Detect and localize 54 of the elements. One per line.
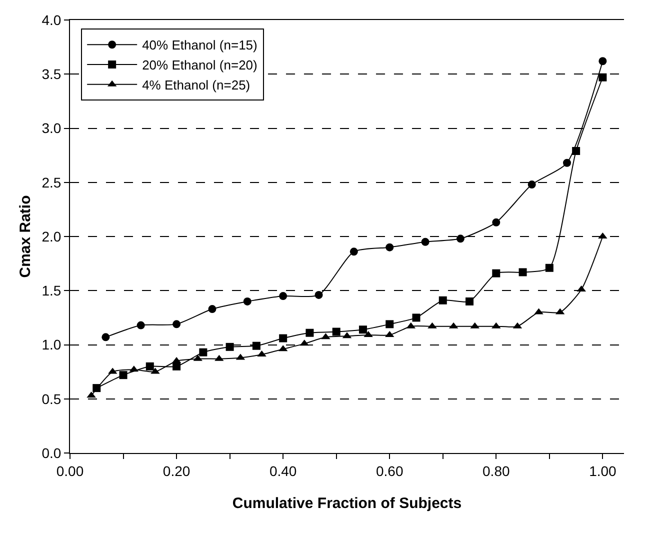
point — [412, 314, 420, 322]
x-tick-label: 1.00 — [589, 462, 617, 479]
point — [146, 362, 154, 370]
legend-label: 4% Ethanol (n=25) — [142, 77, 250, 92]
point — [466, 297, 474, 306]
point — [572, 146, 580, 155]
y-tick-label: 0.5 — [42, 390, 62, 407]
point — [386, 243, 394, 252]
point — [528, 180, 536, 189]
y-tick-label: 1.5 — [42, 282, 62, 299]
point — [208, 305, 216, 314]
point — [456, 234, 464, 243]
x-tick-label: 0.80 — [482, 462, 510, 479]
point — [386, 320, 394, 328]
y-tick-label: 2.0 — [42, 228, 62, 244]
y-tick-label: 2.5 — [42, 174, 62, 190]
point — [102, 333, 110, 342]
point — [172, 362, 181, 370]
y-axis-title: Cmax Ratio — [17, 195, 34, 278]
point — [598, 57, 607, 66]
legend-label: 20% Ethanol (n=20) — [142, 58, 258, 73]
point — [172, 320, 181, 328]
point — [279, 334, 288, 342]
point — [350, 248, 358, 256]
point — [119, 371, 128, 380]
x-axis-title: Cumulative Fraction of Subjects — [232, 495, 462, 512]
y-tick-label: 3.0 — [42, 120, 62, 136]
point — [314, 290, 323, 299]
point — [545, 264, 554, 272]
point — [492, 269, 500, 278]
y-tick-label: 4.0 — [42, 12, 62, 28]
x-tick-label: 0.60 — [376, 462, 404, 479]
point — [492, 218, 500, 226]
x-tick-label: 0.00 — [56, 462, 84, 479]
point — [421, 238, 430, 246]
point — [563, 158, 571, 167]
point — [226, 342, 234, 351]
legend-label: 40% Ethanol (n=15) — [142, 38, 258, 53]
point — [358, 326, 367, 334]
y-tick-label: 1.0 — [42, 336, 62, 353]
point — [252, 342, 260, 350]
point — [332, 328, 340, 336]
point — [306, 328, 314, 337]
point — [199, 348, 208, 356]
point — [598, 73, 607, 82]
point — [136, 321, 145, 330]
y-tick-label: 3.5 — [42, 66, 62, 82]
y-tick-label: 0.0 — [42, 444, 62, 461]
point — [438, 296, 447, 304]
x-tick-label: 0.20 — [162, 462, 190, 479]
point — [243, 297, 252, 306]
point — [518, 268, 527, 276]
x-tick-label: 0.40 — [269, 462, 297, 479]
point — [279, 292, 288, 300]
